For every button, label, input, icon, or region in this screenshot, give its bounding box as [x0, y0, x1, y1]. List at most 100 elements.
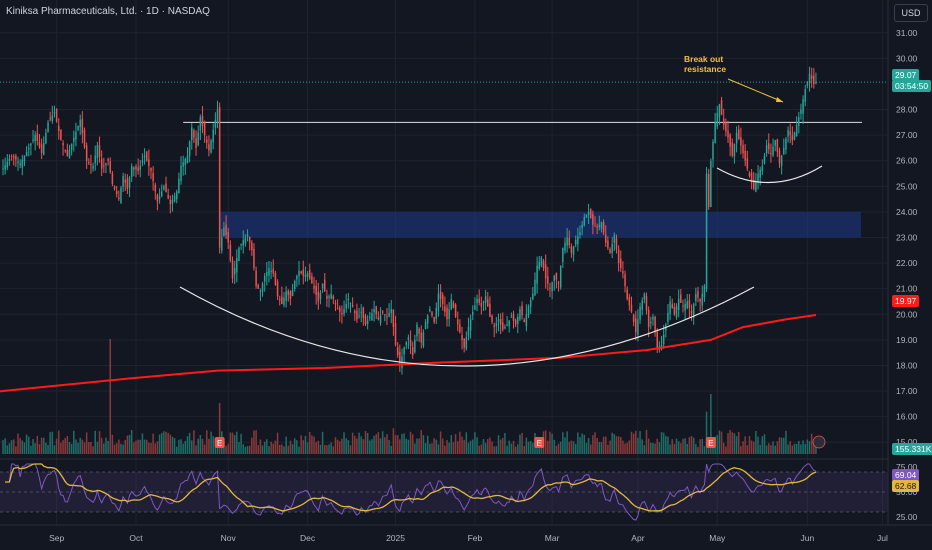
- candle: [195, 138, 197, 148]
- candle: [791, 135, 794, 141]
- candle: [21, 159, 24, 168]
- currency-button[interactable]: USD: [894, 4, 928, 22]
- candle: [570, 246, 573, 253]
- volume-bar: [596, 437, 598, 454]
- candle: [173, 195, 176, 202]
- symbol-title[interactable]: Kiniksa Pharmaceuticals, Ltd. · 1D · NAS…: [6, 6, 210, 17]
- volume-bar: [274, 440, 277, 454]
- candle: [562, 247, 564, 262]
- volume-bar: [141, 433, 144, 454]
- volume-bar: [598, 442, 601, 454]
- volume-bar: [497, 435, 500, 454]
- candle: [409, 340, 412, 347]
- candle: [377, 317, 380, 320]
- candle: [474, 305, 476, 310]
- candle: [765, 145, 768, 154]
- candle: [236, 257, 238, 273]
- candle: [617, 249, 620, 264]
- volume-bar: [238, 441, 240, 454]
- volume-bar: [302, 440, 305, 454]
- candle: [223, 227, 225, 236]
- candle: [639, 306, 641, 320]
- candle: [362, 307, 365, 319]
- volume-bar: [669, 444, 671, 454]
- volume-bar: [574, 443, 577, 454]
- candle: [712, 141, 714, 160]
- volume-bar: [639, 431, 641, 454]
- volume-bar: [557, 443, 560, 454]
- earnings-marker: [534, 437, 545, 448]
- volume-bar: [538, 443, 540, 454]
- candle: [152, 172, 154, 182]
- volume-bar: [90, 441, 92, 454]
- volume-bar: [444, 445, 446, 454]
- volume-bar: [306, 442, 309, 454]
- candle: [229, 244, 232, 261]
- candle: [214, 119, 217, 128]
- volume-bar: [572, 441, 575, 454]
- candle: [523, 319, 525, 322]
- candle: [491, 315, 493, 322]
- volume-bar: [210, 431, 212, 454]
- candle: [246, 234, 249, 237]
- volume-bar: [115, 443, 118, 454]
- rsi-ma-label: 62.68: [892, 480, 920, 492]
- candle: [375, 306, 377, 315]
- volume-bar: [806, 439, 809, 454]
- candle: [238, 247, 240, 261]
- candle: [154, 184, 157, 192]
- countdown-label: 03:54:50: [892, 80, 932, 92]
- volume-bar: [478, 445, 480, 454]
- candle: [701, 293, 704, 306]
- candle: [390, 309, 392, 314]
- volume-bar: [259, 439, 262, 454]
- volume-bar: [193, 430, 195, 454]
- volume-bar: [55, 438, 58, 454]
- volume-bar: [452, 442, 455, 454]
- candle: [680, 294, 682, 303]
- volume-bar: [800, 444, 802, 454]
- volume-bar: [508, 440, 510, 454]
- volume-bar: [525, 437, 528, 454]
- volume-bar: [334, 437, 337, 454]
- candle: [759, 169, 761, 178]
- candle: [178, 178, 180, 194]
- candle: [186, 155, 189, 163]
- candle: [549, 287, 551, 289]
- arrow-head: [776, 97, 783, 102]
- volume-bar: [304, 435, 307, 454]
- candle: [574, 240, 577, 245]
- volume-bar: [555, 445, 558, 454]
- volume-bar: [289, 440, 292, 454]
- candle: [604, 234, 607, 243]
- candle: [626, 289, 628, 299]
- candle: [135, 166, 137, 170]
- ma-200-line: [0, 314, 817, 393]
- candle: [429, 309, 431, 312]
- volume-bar: [341, 438, 343, 454]
- volume-bar: [692, 437, 695, 454]
- volume-bar: [581, 433, 583, 454]
- volume-bar: [392, 428, 395, 454]
- candle: [248, 236, 251, 243]
- price-tick-label: 19.00: [896, 335, 918, 345]
- candle: [143, 155, 146, 158]
- candle: [542, 260, 545, 269]
- candle: [487, 299, 489, 307]
- candle: [557, 282, 560, 284]
- candle: [244, 237, 247, 244]
- volume-bar: [160, 433, 163, 454]
- volume-bar: [409, 431, 412, 454]
- candle: [175, 191, 178, 200]
- candle: [339, 307, 341, 312]
- price-tick-label: 22.00: [896, 258, 918, 268]
- time-tick-label: Apr: [631, 533, 644, 543]
- volume-bar: [780, 437, 783, 454]
- candle: [484, 296, 487, 303]
- volume-bar: [705, 411, 708, 454]
- volume-bar: [446, 439, 448, 454]
- time-tick-label: Nov: [221, 533, 237, 543]
- volume-bar: [583, 434, 586, 454]
- candle: [763, 155, 766, 164]
